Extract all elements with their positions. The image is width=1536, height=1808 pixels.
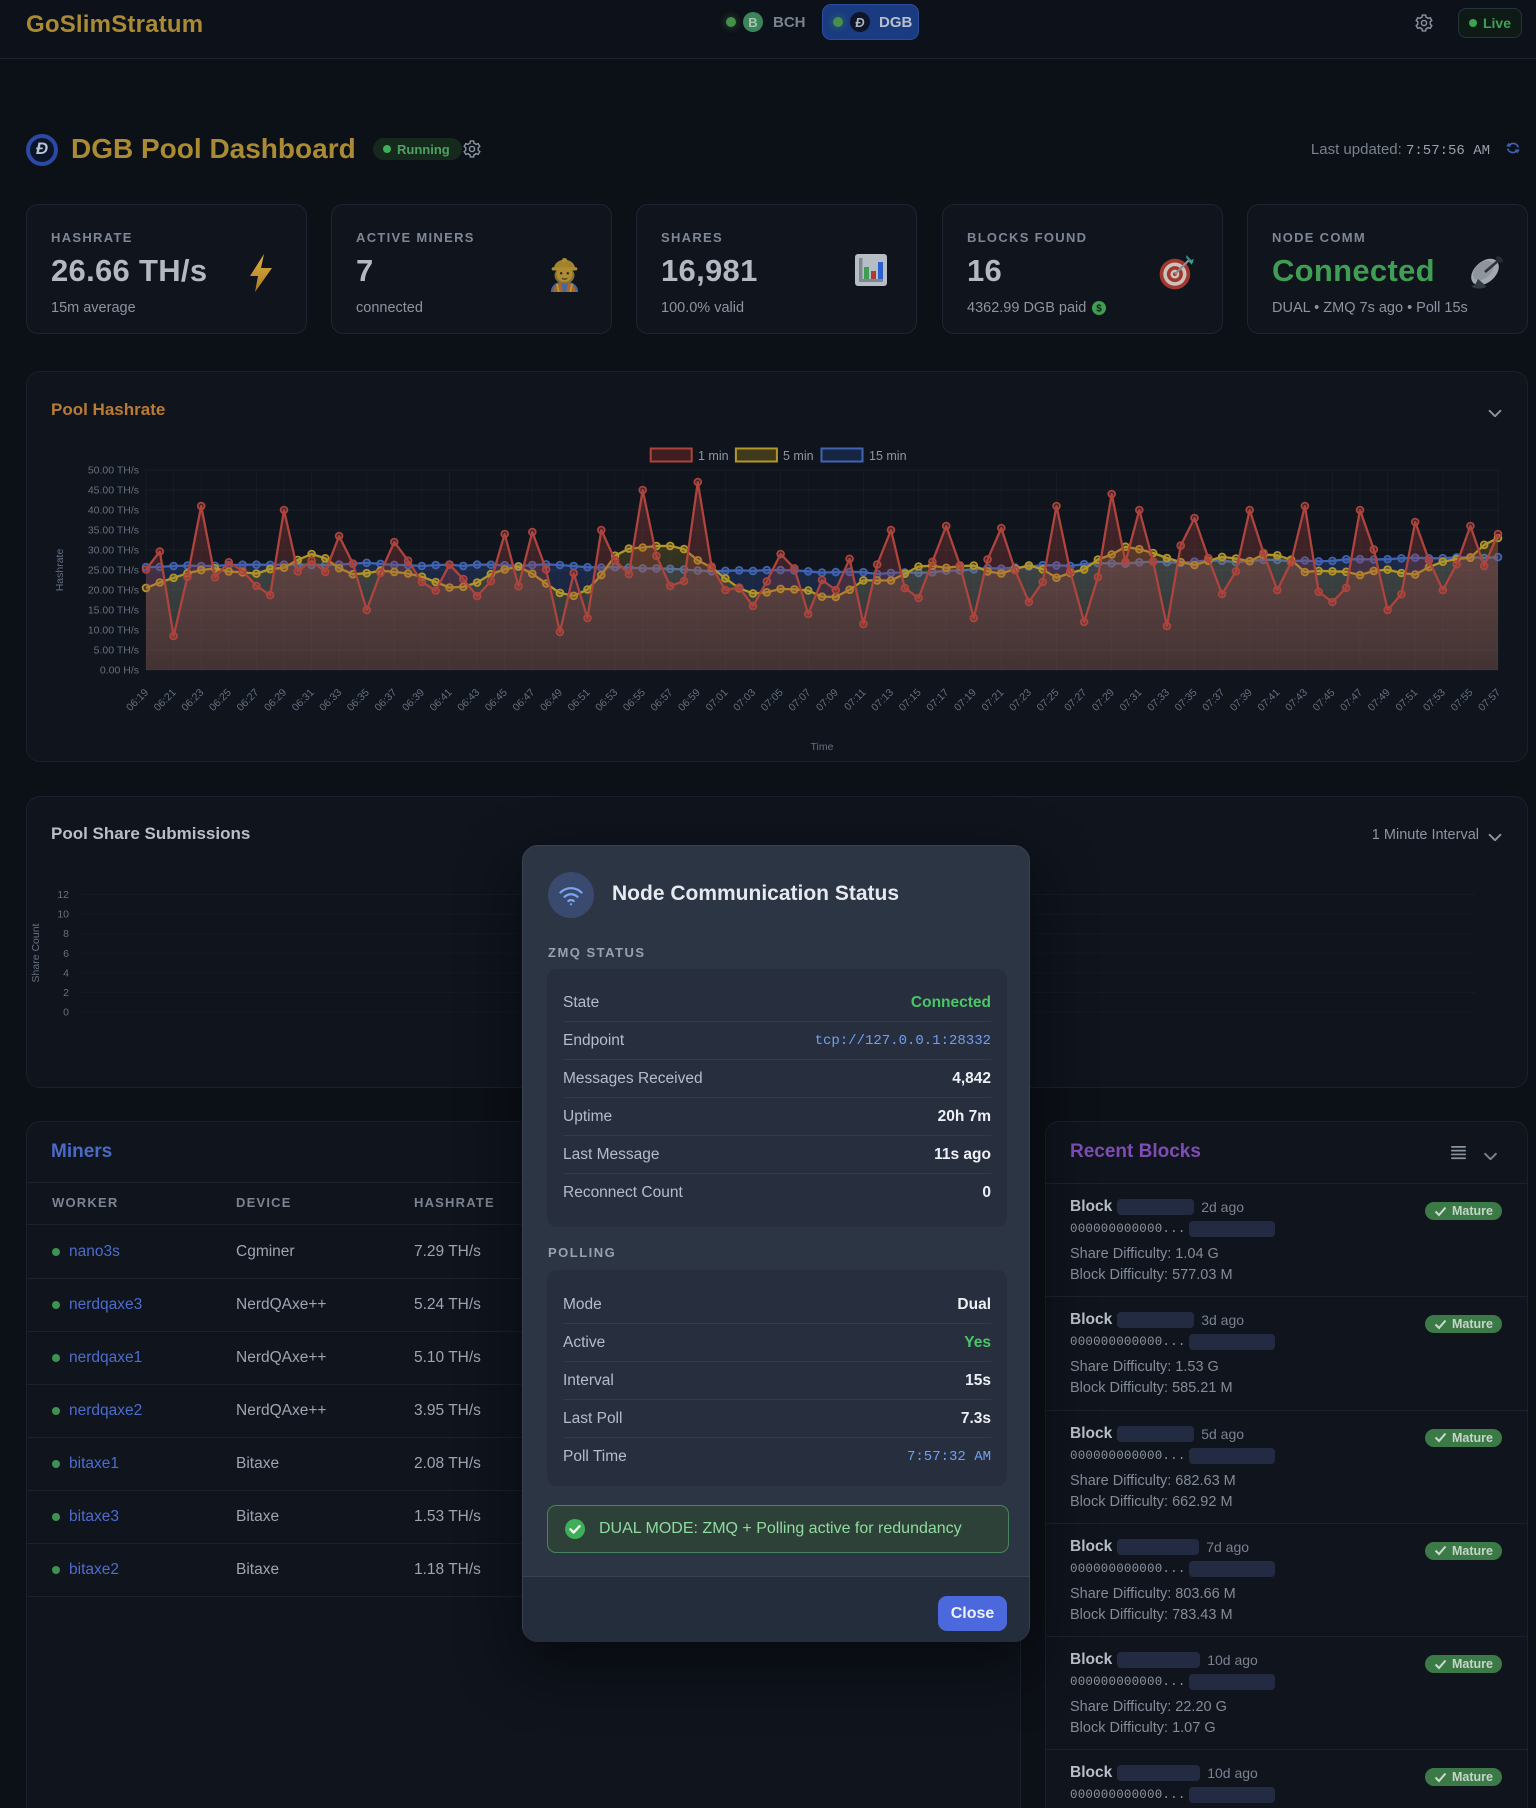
svg-text:06:31: 06:31 [290, 687, 317, 714]
svg-text:07:51: 07:51 [1393, 687, 1420, 714]
svg-text:07:53: 07:53 [1421, 687, 1448, 714]
svg-text:07:01: 07:01 [703, 687, 730, 714]
svg-text:07:57: 07:57 [1476, 687, 1503, 714]
svg-text:07:25: 07:25 [1035, 687, 1062, 714]
svg-text:06:49: 06:49 [538, 687, 565, 714]
svg-text:06:47: 06:47 [510, 687, 537, 714]
svg-text:06:33: 06:33 [317, 687, 344, 714]
svg-text:07:29: 07:29 [1090, 687, 1117, 714]
svg-text:45.00 TH/s: 45.00 TH/s [88, 485, 139, 497]
svg-text:06:55: 06:55 [621, 687, 648, 714]
svg-text:07:03: 07:03 [731, 687, 758, 714]
svg-text:5.00 TH/s: 5.00 TH/s [94, 645, 139, 657]
svg-text:07:11: 07:11 [842, 687, 869, 714]
svg-text:06:23: 06:23 [179, 687, 206, 714]
svg-text:10.00 TH/s: 10.00 TH/s [88, 625, 139, 637]
svg-text:06:53: 06:53 [593, 687, 620, 714]
svg-text:4: 4 [63, 967, 69, 979]
svg-text:07:27: 07:27 [1062, 687, 1089, 714]
svg-text:25.00 TH/s: 25.00 TH/s [88, 565, 139, 577]
svg-text:06:37: 06:37 [372, 687, 399, 714]
svg-text:07:05: 07:05 [759, 687, 786, 714]
svg-text:07:37: 07:37 [1200, 687, 1227, 714]
svg-text:06:29: 06:29 [262, 687, 289, 714]
svg-text:06:21: 06:21 [152, 687, 179, 714]
svg-text:07:33: 07:33 [1145, 687, 1172, 714]
svg-text:35.00 TH/s: 35.00 TH/s [88, 525, 139, 537]
svg-text:07:09: 07:09 [814, 687, 841, 714]
svg-text:0: 0 [63, 1007, 69, 1019]
svg-text:06:27: 06:27 [234, 687, 261, 714]
svg-text:Share Count: Share Count [30, 923, 42, 982]
svg-text:07:43: 07:43 [1283, 687, 1310, 714]
svg-text:20.00 TH/s: 20.00 TH/s [88, 585, 139, 597]
svg-text:07:35: 07:35 [1173, 687, 1200, 714]
svg-text:15 min: 15 min [869, 449, 907, 463]
svg-text:06:43: 06:43 [455, 687, 482, 714]
svg-text:5 min: 5 min [783, 449, 814, 463]
svg-text:Hashrate: Hashrate [54, 549, 66, 592]
svg-text:15.00 TH/s: 15.00 TH/s [88, 605, 139, 617]
svg-text:07:31: 07:31 [1117, 687, 1144, 714]
svg-text:06:45: 06:45 [483, 687, 510, 714]
svg-text:07:45: 07:45 [1310, 687, 1337, 714]
svg-text:10: 10 [57, 909, 69, 921]
svg-text:6: 6 [63, 948, 69, 960]
svg-text:06:57: 06:57 [648, 687, 675, 714]
svg-text:50.00 TH/s: 50.00 TH/s [88, 465, 139, 477]
svg-text:8: 8 [63, 928, 69, 940]
svg-text:06:35: 06:35 [345, 687, 372, 714]
svg-text:07:07: 07:07 [786, 687, 813, 714]
svg-text:06:19: 06:19 [124, 687, 151, 714]
svg-text:1 min: 1 min [698, 449, 729, 463]
svg-text:06:25: 06:25 [207, 687, 234, 714]
svg-text:07:49: 07:49 [1366, 687, 1393, 714]
svg-text:12: 12 [57, 889, 69, 901]
svg-text:07:21: 07:21 [979, 687, 1006, 714]
svg-text:Time: Time [811, 741, 834, 753]
svg-text:06:59: 06:59 [676, 687, 703, 714]
svg-text:$: $ [1097, 304, 1103, 315]
svg-text:30.00 TH/s: 30.00 TH/s [88, 545, 139, 557]
svg-text:2: 2 [63, 987, 69, 999]
svg-text:07:55: 07:55 [1448, 687, 1475, 714]
svg-text:07:15: 07:15 [897, 687, 924, 714]
svg-text:07:19: 07:19 [952, 687, 979, 714]
svg-text:0.00 H/s: 0.00 H/s [100, 665, 139, 677]
svg-text:07:39: 07:39 [1228, 687, 1255, 714]
svg-text:06:41: 06:41 [428, 687, 455, 714]
svg-text:07:23: 07:23 [1007, 687, 1034, 714]
svg-text:40.00 TH/s: 40.00 TH/s [88, 505, 139, 517]
svg-text:07:41: 07:41 [1255, 687, 1282, 714]
svg-text:07:17: 07:17 [924, 687, 951, 714]
svg-text:06:51: 06:51 [566, 687, 593, 714]
svg-text:07:47: 07:47 [1338, 687, 1365, 714]
svg-text:07:13: 07:13 [869, 687, 896, 714]
svg-text:06:39: 06:39 [400, 687, 427, 714]
